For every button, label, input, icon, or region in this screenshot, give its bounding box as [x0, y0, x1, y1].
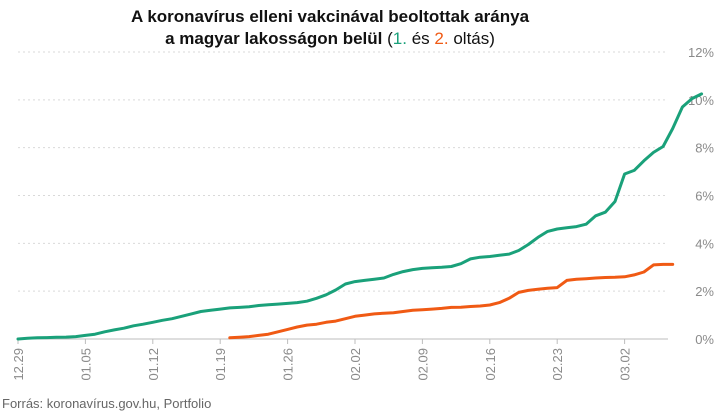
x-tick-label: 12.29	[11, 348, 26, 381]
series-line-dose2	[228, 262, 675, 340]
title-dose2-label: 2.	[434, 29, 449, 48]
x-tick-label: 02.23	[550, 348, 565, 381]
x-tick-label: 01.05	[78, 348, 93, 381]
title-suffix: oltás)	[453, 29, 495, 48]
source-note: Forrás: koronavírus.gov.hu, Portfolio	[2, 396, 212, 411]
title-dose1-label: 1.	[392, 29, 407, 48]
y-tick-label: 8%	[695, 141, 714, 156]
y-tick-label: 0%	[695, 332, 714, 347]
title-line-1: A koronavírus elleni vakcinával beoltott…	[130, 7, 530, 26]
x-tick-label: 01.26	[281, 348, 296, 381]
chart-title: A koronavírus elleni vakcinával beoltott…	[0, 6, 660, 50]
y-tick-label: 12%	[688, 45, 714, 60]
title-conj: és	[411, 29, 430, 48]
series-line-dose1	[16, 92, 704, 341]
y-tick-label: 6%	[695, 189, 714, 204]
x-tick-label: 03.02	[618, 348, 633, 381]
x-tick-label: 01.12	[146, 348, 161, 381]
title-line-2: a magyar lakosságon belül (1. és 2. oltá…	[0, 28, 660, 50]
x-tick-label: 02.02	[348, 348, 363, 381]
y-tick-label: 4%	[695, 236, 714, 251]
x-tick-label: 02.09	[415, 348, 430, 381]
title-line-2-prefix: a magyar lakosságon belül	[165, 29, 383, 48]
x-tick-label: 02.16	[483, 348, 498, 381]
title-paren-open: (	[387, 29, 393, 48]
x-tick-label: 01.19	[213, 348, 228, 381]
y-tick-label: 2%	[695, 284, 714, 299]
